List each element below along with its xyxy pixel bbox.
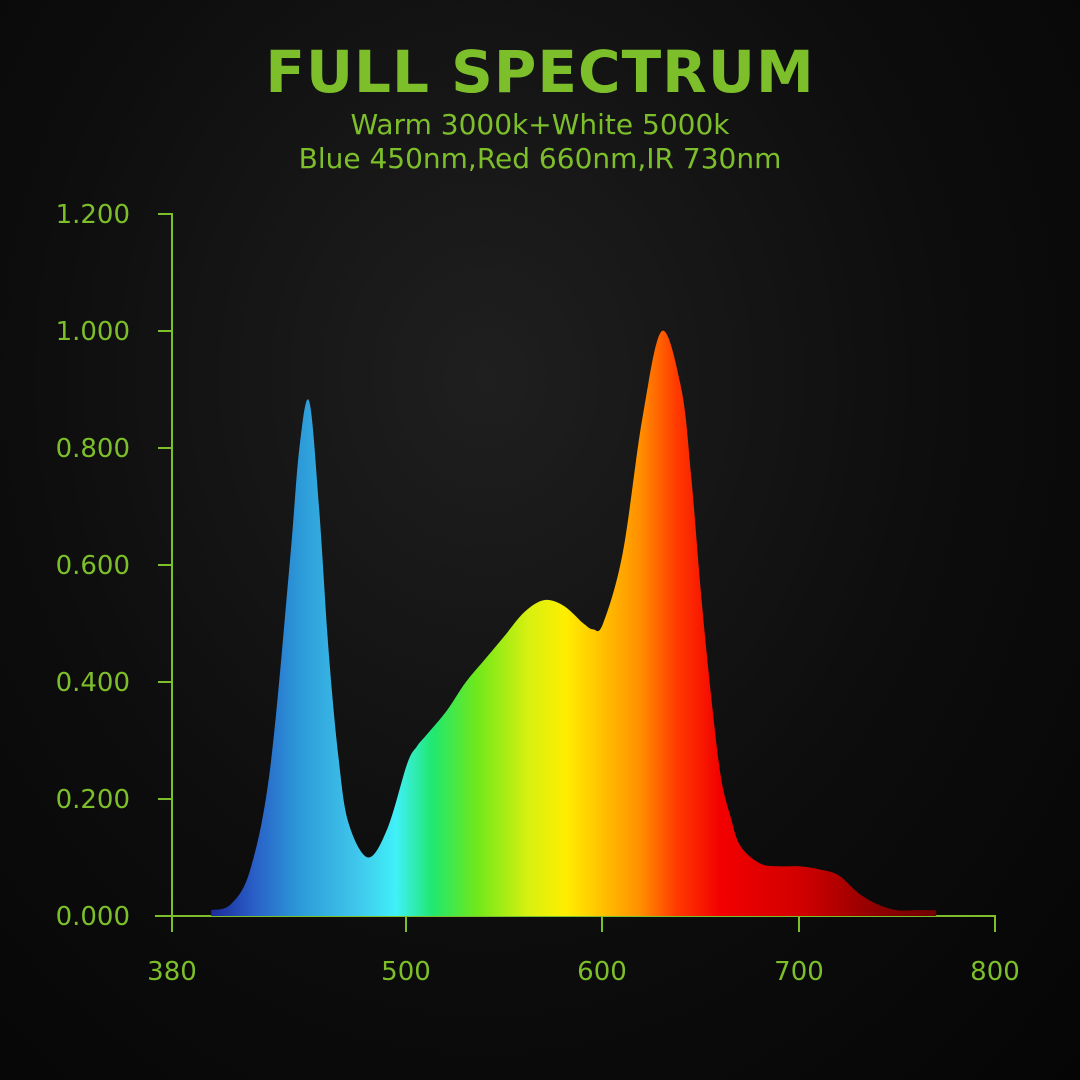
y-tick-label: 1.200 (56, 200, 130, 230)
x-tick-label: 700 (774, 957, 824, 987)
spectrum-area (211, 330, 937, 916)
y-tick-label: 0.400 (56, 668, 130, 698)
y-tick-label: 0.600 (56, 551, 130, 581)
chart-title: FULL SPECTRUM (265, 38, 815, 106)
x-axis-ticks: 380 500 600 700 800 (147, 916, 1020, 987)
y-tick-label: 0.800 (56, 434, 130, 464)
y-tick-label: 0.200 (56, 785, 130, 815)
chart-subtitle-line-1: Warm 3000k+White 5000k (350, 108, 730, 141)
y-tick-label: 0.000 (56, 902, 130, 932)
y-tick-label: 1.000 (56, 317, 130, 347)
chart-subtitle-line-2: Blue 450nm,Red 660nm,IR 730nm (298, 142, 782, 175)
x-tick-label: 600 (577, 957, 627, 987)
y-axis-ticks: 0.000 0.200 0.400 0.600 0.800 1.000 1.200 (56, 200, 172, 932)
x-tick-label: 500 (381, 957, 431, 987)
x-tick-label: 380 (147, 957, 197, 987)
x-tick-label: 800 (970, 957, 1020, 987)
